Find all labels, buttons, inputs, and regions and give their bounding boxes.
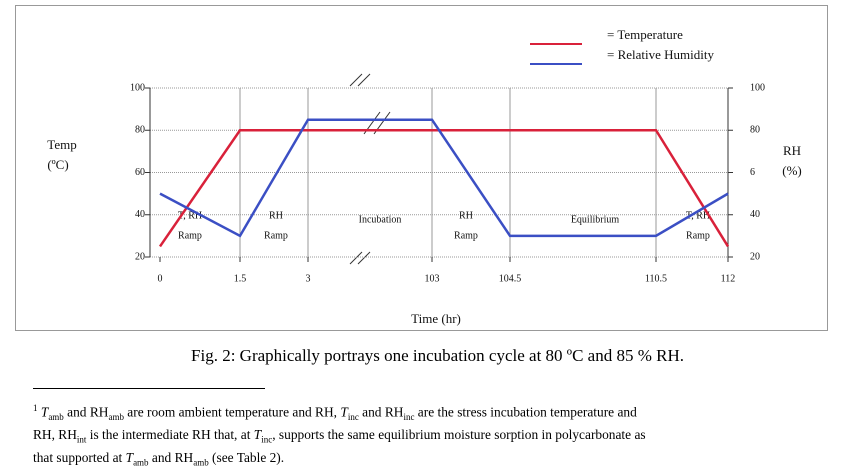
footnote-text: is the intermediate RH that, at — [86, 427, 254, 443]
x-tick-label: 3 — [306, 273, 311, 284]
y2-tick-label: 20 — [750, 251, 760, 262]
x-axis-label: Time (hr) — [411, 311, 461, 326]
annotation: Ramp — [178, 230, 202, 241]
x-tick-label: 112 — [721, 273, 736, 284]
legend-label: = Relative Humidity — [607, 47, 714, 62]
figure-caption: Fig. 2: Graphically portrays one incubat… — [191, 346, 684, 365]
footnote-text: amb — [133, 457, 149, 468]
annotation: Incubation — [359, 214, 402, 225]
footnote-text: and RH — [148, 449, 194, 465]
axis-break — [349, 73, 391, 265]
footnote-text: , supports the same equilibrium moisture… — [272, 427, 646, 443]
footnote-text: amb — [108, 412, 124, 423]
y-tick-label: 100 — [130, 82, 145, 93]
y-axis-label: (ºC) — [47, 157, 68, 172]
footnote-text: (see Table 2). — [208, 449, 285, 465]
annotation: RH — [269, 210, 283, 221]
footnote-rule — [33, 388, 265, 389]
footnote-line: that supported at Tamb and RHamb (see Ta… — [33, 449, 646, 471]
series-line — [159, 118, 729, 238]
y-tick-label: 80 — [135, 125, 145, 136]
footnote-text: T — [253, 427, 262, 443]
y2-axis-label: RH — [783, 143, 801, 158]
footnote-line: RH, RHint is the intermediate RH that, a… — [33, 426, 646, 449]
y-tick-label: 20 — [135, 251, 145, 262]
legend-label: = Temperature — [607, 27, 683, 42]
page: Time (hr) Temp (ºC) RH (%) 20 40 60 80 100 20… — [15, 5, 828, 468]
footnote-text: T — [40, 404, 49, 420]
footnote-text: are room ambient temperature and RH, — [123, 404, 341, 420]
y-axis-label: Temp — [47, 137, 76, 152]
footnote-text: T — [340, 404, 348, 420]
x-tick-label: 1.5 — [234, 273, 247, 284]
y2-tick-label: 40 — [750, 209, 760, 220]
annotation: Ramp — [686, 230, 710, 241]
y-tick-label: 40 — [135, 209, 145, 220]
x-tick-label: 110.5 — [645, 273, 667, 284]
series-line — [158, 129, 730, 248]
footnote-text: are the stress incubation temperature an… — [414, 404, 637, 420]
footnote-text: and RH — [358, 404, 404, 420]
x-tick-label: 0 — [158, 273, 163, 284]
chart-frame — [15, 5, 828, 331]
x-tick-label: 103 — [425, 273, 440, 284]
annotation: Equilibrium — [571, 214, 620, 225]
y2-tick-label: 80 — [750, 125, 760, 136]
footnote-text: T — [125, 449, 134, 465]
x-tick-label: 104.5 — [499, 273, 522, 284]
y-tick-label: 60 — [135, 167, 145, 178]
chart: Time (hr) Temp (ºC) RH (%) 2040608010020… — [15, 5, 828, 331]
annotation: T, RH — [178, 210, 202, 221]
footnote: 1 Tamb and RHamb are room ambient temper… — [33, 399, 646, 471]
footnote-text: 1 — [33, 403, 38, 413]
footnote-text: inc — [261, 434, 273, 445]
annotation: Ramp — [264, 230, 288, 241]
footnote-text: and RH — [63, 404, 109, 420]
footnote-text: int — [76, 434, 87, 445]
y2-tick-label: 6 — [750, 167, 755, 178]
footnote-text: amb — [48, 412, 64, 423]
footnote-text: RH, RH — [33, 427, 77, 443]
footnote-line: 1 Tamb and RHamb are room ambient temper… — [33, 399, 646, 426]
footnote-text: amb — [193, 457, 209, 468]
annotation: Ramp — [454, 230, 478, 241]
y2-tick-label: 100 — [750, 82, 765, 93]
y2-axis-label: (%) — [782, 163, 802, 178]
footnote-text: that supported at — [33, 449, 126, 465]
annotation: RH — [459, 210, 473, 221]
annotation: T, RH — [686, 210, 710, 221]
footnote-text: inc — [347, 412, 359, 423]
footnote-text: inc — [403, 412, 415, 423]
